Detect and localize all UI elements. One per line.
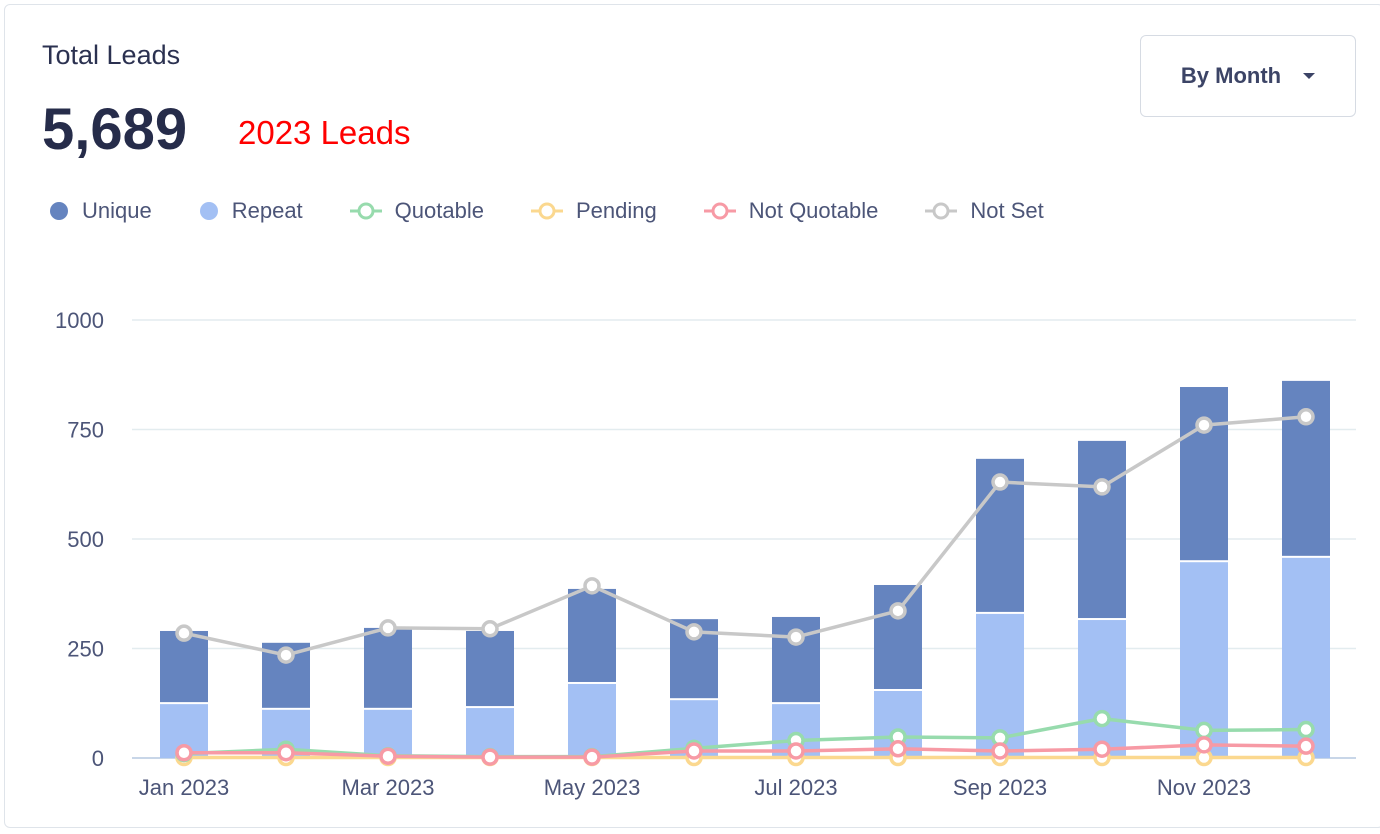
- bar-unique[interactable]: [160, 630, 208, 703]
- legend-label: Quotable: [394, 198, 484, 223]
- y-tick-label: 1000: [55, 308, 104, 333]
- y-tick-label: 750: [67, 418, 104, 443]
- x-tick-label: Jul 2023: [754, 775, 837, 800]
- point-quotable[interactable]: [1093, 709, 1111, 728]
- point-not-quotable[interactable]: [277, 743, 295, 762]
- point-not-quotable[interactable]: [889, 740, 907, 758]
- legend-label: Not Quotable: [748, 198, 879, 223]
- point-not-quotable[interactable]: [175, 743, 193, 762]
- subtitle: 2023 Leads: [238, 114, 411, 151]
- point-not-quotable[interactable]: [991, 742, 1009, 760]
- x-tick-label: Jan 2023: [139, 775, 230, 800]
- point-not-quotable[interactable]: [583, 748, 601, 766]
- point-not-set[interactable]: [1195, 416, 1213, 434]
- bar-unique[interactable]: [1078, 440, 1126, 619]
- legend-item-unique[interactable]: Unique: [48, 198, 152, 224]
- bar-unique[interactable]: [466, 630, 514, 707]
- dot-marker-icon: [199, 202, 218, 220]
- point-not-set[interactable]: [787, 628, 805, 646]
- period-label: By Month: [1180, 63, 1282, 88]
- bar-unique[interactable]: [364, 627, 412, 708]
- point-not-set[interactable]: [583, 577, 601, 595]
- legend-label: Unique: [82, 198, 152, 223]
- y-tick-label: 250: [67, 637, 104, 662]
- x-tick-label: May 2023: [544, 775, 641, 800]
- legend-item-not-set[interactable]: Not Set: [924, 198, 1044, 224]
- x-tick-label: Mar 2023: [342, 775, 435, 800]
- legend-item-quotable[interactable]: Quotable: [349, 198, 484, 224]
- point-quotable[interactable]: [1297, 720, 1315, 739]
- bar-unique[interactable]: [568, 588, 616, 682]
- line-marker-icon: [530, 202, 563, 220]
- point-not-quotable[interactable]: [1297, 737, 1315, 755]
- point-not-quotable[interactable]: [379, 747, 397, 765]
- point-not-set[interactable]: [277, 646, 295, 664]
- point-not-set[interactable]: [379, 619, 397, 637]
- point-not-quotable[interactable]: [787, 742, 805, 760]
- legend-item-pending[interactable]: Pending: [530, 198, 657, 224]
- y-tick-label: 0: [92, 746, 104, 771]
- legend-label: Repeat: [231, 198, 303, 223]
- legend-label: Not Set: [970, 198, 1044, 223]
- point-quotable[interactable]: [1195, 721, 1213, 740]
- caret-down-icon: [1303, 73, 1316, 79]
- line-marker-icon: [925, 202, 958, 220]
- y-tick-label: 500: [67, 527, 104, 552]
- point-not-set[interactable]: [1297, 408, 1315, 426]
- bar-repeat[interactable]: [568, 683, 616, 758]
- bar-unique[interactable]: [874, 584, 922, 689]
- point-not-quotable[interactable]: [1195, 736, 1213, 754]
- point-not-set[interactable]: [1093, 478, 1111, 496]
- total-leads-card: [4, 4, 1380, 828]
- point-not-set[interactable]: [175, 624, 193, 642]
- line-not-quotable: [184, 743, 1307, 759]
- legend-label: Pending: [575, 198, 657, 223]
- x-tick-label: Nov 2023: [1157, 775, 1251, 800]
- bar-repeat[interactable]: [1078, 620, 1126, 758]
- point-not-set[interactable]: [685, 623, 703, 641]
- point-not-set[interactable]: [481, 620, 499, 638]
- line-not-set: [183, 415, 1307, 657]
- period-dropdown[interactable]: By Month: [1140, 35, 1356, 117]
- point-not-quotable[interactable]: [1093, 740, 1111, 758]
- point-not-quotable[interactable]: [685, 742, 703, 760]
- legend-item-repeat[interactable]: Repeat: [198, 198, 303, 224]
- card-title: Total Leads: [42, 40, 181, 70]
- dot-marker-icon: [50, 202, 68, 220]
- line-marker-icon: [703, 202, 736, 220]
- point-not-quotable[interactable]: [481, 748, 499, 766]
- point-not-set[interactable]: [991, 473, 1009, 491]
- line-marker-icon: [349, 202, 382, 220]
- total-count: 5,689: [42, 97, 188, 162]
- legend-item-not-quotable[interactable]: Not Quotable: [703, 198, 879, 224]
- bar-unique[interactable]: [1180, 387, 1228, 561]
- legend: Unique Repeat Quotable Pending Not Quotable N…: [48, 198, 1090, 224]
- x-tick-label: Sep 2023: [953, 775, 1047, 800]
- point-not-set[interactable]: [889, 602, 907, 620]
- bar-unique[interactable]: [1282, 380, 1330, 556]
